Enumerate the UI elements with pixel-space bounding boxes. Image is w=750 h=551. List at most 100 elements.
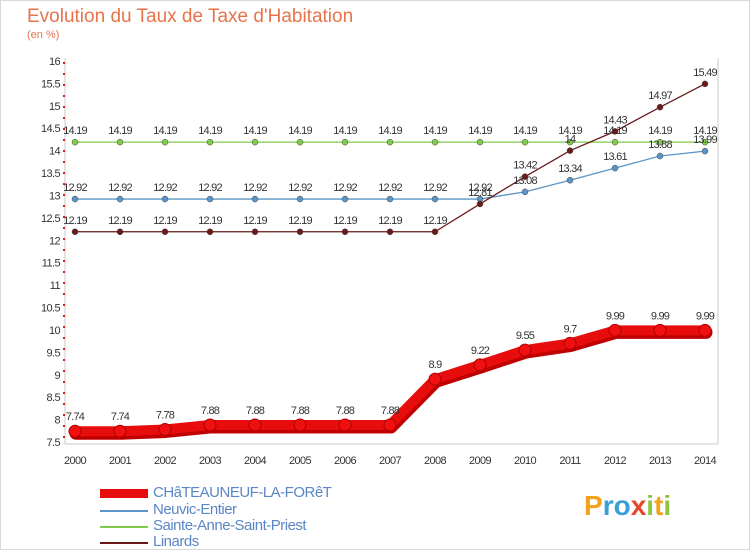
data-point <box>656 152 664 160</box>
data-label: 9.99 <box>606 310 625 322</box>
x-tick-label: 2001 <box>109 455 132 467</box>
logo-letter: t <box>654 490 664 521</box>
x-tick-label: 2002 <box>154 455 177 467</box>
data-label: 12.92 <box>468 182 492 194</box>
data-label: 12.92 <box>63 182 87 194</box>
y-tick-label: 8 <box>54 415 60 427</box>
data-point <box>476 138 484 146</box>
data-label: 12.19 <box>378 215 402 227</box>
data-point <box>611 138 619 146</box>
data-label: 12.19 <box>63 215 87 227</box>
y-tick-label: 11.5 <box>42 258 61 270</box>
data-point <box>158 422 172 436</box>
y-tick-label: 14.5 <box>41 123 60 135</box>
data-label: 9.22 <box>471 345 490 357</box>
data-label: 14.19 <box>198 125 222 137</box>
data-label: 7.78 <box>156 409 175 421</box>
data-point <box>566 147 574 154</box>
data-label: 12.92 <box>198 182 222 194</box>
data-point <box>656 103 664 111</box>
data-point <box>251 138 259 146</box>
data-point <box>71 228 79 236</box>
legend-swatch <box>100 542 148 544</box>
data-point <box>566 176 574 184</box>
data-label: 14.19 <box>648 125 672 137</box>
data-point <box>521 173 529 180</box>
data-label: 13.61 <box>603 151 627 163</box>
data-label: 14.19 <box>153 125 177 137</box>
data-point <box>71 195 79 203</box>
data-point <box>341 195 349 203</box>
data-point <box>431 138 439 146</box>
data-label: 12.92 <box>288 182 312 194</box>
x-tick-label: 2008 <box>424 455 447 467</box>
data-point <box>431 228 439 236</box>
data-point <box>701 138 709 146</box>
x-tick-label: 2013 <box>649 455 672 467</box>
y-tick-label: 9.5 <box>47 347 61 359</box>
data-label: 14.97 <box>648 90 672 102</box>
data-point <box>611 128 619 135</box>
x-tick-label: 2012 <box>604 455 627 467</box>
legend-label: CHâTEAUNEUF-LA-FORêT <box>153 484 332 501</box>
data-point <box>161 195 169 203</box>
data-label: 12.19 <box>153 215 177 227</box>
x-tick-label: 2006 <box>334 455 357 467</box>
data-point <box>383 418 397 432</box>
legend-label: Sainte-Anne-Saint-Priest <box>153 517 307 534</box>
data-point <box>161 138 169 146</box>
y-tick-label: 10.5 <box>41 303 60 315</box>
data-label: 12.19 <box>423 215 447 227</box>
data-label: 15.49 <box>693 67 717 79</box>
data-point <box>203 418 217 432</box>
data-point <box>386 195 394 203</box>
data-label: 14.19 <box>378 125 402 137</box>
data-label: 14.19 <box>513 125 537 137</box>
data-point <box>341 228 349 236</box>
data-point <box>563 336 577 350</box>
data-label: 7.88 <box>291 405 310 417</box>
legend-label: Neuvic-Entier <box>153 501 237 518</box>
data-label: 12.92 <box>153 182 177 194</box>
data-label: 12.92 <box>333 182 357 194</box>
data-label: 14.19 <box>333 125 357 137</box>
data-label: 13.34 <box>558 163 582 175</box>
y-tick-label: 15 <box>49 101 61 113</box>
y-tick-label: 13.5 <box>41 168 60 180</box>
data-point <box>206 195 214 203</box>
y-tick-label: 9 <box>54 370 60 382</box>
y-tick-label: 12 <box>49 235 61 247</box>
data-label: 9.99 <box>696 310 715 322</box>
x-tick-label: 2004 <box>244 455 267 467</box>
data-label: 9.99 <box>651 310 670 322</box>
data-point <box>698 323 712 337</box>
data-label: 7.88 <box>201 405 220 417</box>
legend-swatch <box>100 510 148 512</box>
data-label: 14.19 <box>288 125 312 137</box>
data-label: 13.88 <box>648 139 672 151</box>
logo-letter: x <box>630 490 647 521</box>
data-point <box>248 418 262 432</box>
data-label: 12.92 <box>378 182 402 194</box>
logo-letter: i <box>663 490 672 521</box>
data-label: 12.19 <box>288 215 312 227</box>
data-label: 9.7 <box>564 323 578 335</box>
data-point <box>251 228 259 236</box>
data-label: 14.19 <box>63 125 87 137</box>
data-point <box>653 323 667 337</box>
x-tick-label: 2005 <box>289 455 312 467</box>
data-point <box>68 424 82 438</box>
data-label: 12.19 <box>108 215 132 227</box>
data-point <box>386 138 394 146</box>
legend-swatch <box>100 489 148 498</box>
legend-swatch <box>100 526 148 528</box>
data-label: 7.88 <box>381 405 400 417</box>
logo-letter: i <box>646 490 655 521</box>
legend-item-chateauneuf: CHâTEAUNEUF-LA-FORêT <box>100 484 400 502</box>
chart-title: Evolution du Taux de Taxe d'Habitation <box>27 6 354 27</box>
y-tick-label: 10 <box>49 325 61 337</box>
x-tick-label: 2009 <box>469 455 492 467</box>
data-point <box>296 138 304 146</box>
data-point <box>296 228 304 236</box>
